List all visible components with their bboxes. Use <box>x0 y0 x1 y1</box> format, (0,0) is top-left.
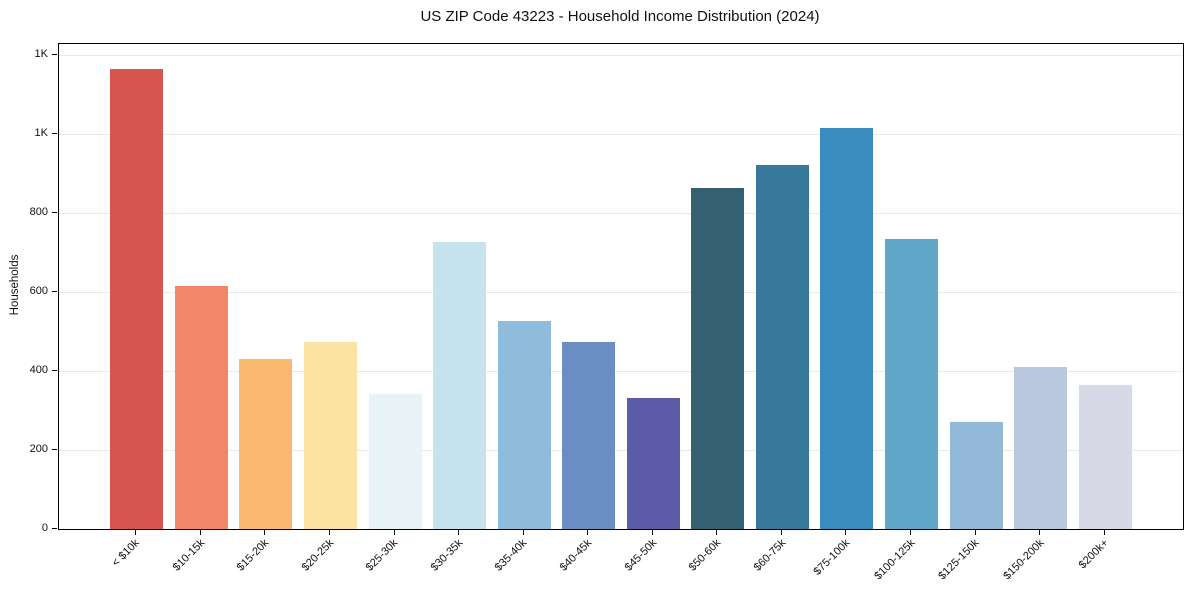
gridline <box>59 291 1183 293</box>
x-tick-mark <box>393 529 395 535</box>
x-tick-label: < $10k <box>110 537 143 570</box>
gridline <box>59 370 1183 372</box>
y-tick-label: 600 <box>29 285 48 298</box>
x-tick-mark <box>651 529 653 535</box>
gridline <box>59 133 1183 135</box>
x-tick-label: $200k+ <box>1076 537 1111 572</box>
x-tick-label: $40-45k <box>557 537 595 574</box>
y-tick-mark <box>52 527 57 529</box>
bar-50-60k <box>691 188 745 529</box>
y-tick-mark <box>52 290 57 292</box>
gridline <box>59 54 1183 56</box>
bar-150-200k <box>1014 367 1068 529</box>
x-tick-label: $35-40k <box>493 537 530 574</box>
bar-40-45k <box>562 341 616 529</box>
x-tick-mark <box>1103 529 1105 535</box>
x-tick-mark <box>199 529 201 535</box>
x-tick-mark <box>974 529 976 535</box>
x-tick-label: $20-25k <box>299 537 336 574</box>
chart-title: US ZIP Code 43223 - Household Income Dis… <box>420 8 820 25</box>
y-tick-mark <box>52 369 57 371</box>
bar-15-20k <box>239 358 293 529</box>
bar-35-40k <box>497 320 551 529</box>
bar-10-15k <box>174 286 228 529</box>
plot-area <box>58 43 1184 530</box>
y-tick-mark <box>52 448 57 450</box>
x-tick-mark <box>780 529 782 535</box>
x-tick-label: $100-125k <box>871 537 918 583</box>
bar-10k <box>110 69 164 529</box>
x-tick-mark <box>587 529 589 535</box>
x-tick-label: $30-35k <box>428 537 466 574</box>
y-tick-label: 0 <box>41 522 48 534</box>
x-tick-label: $15-20k <box>234 537 272 574</box>
bar-60-75k <box>755 164 809 529</box>
bar-75-100k <box>820 128 874 529</box>
y-tick-label: 200 <box>29 443 48 456</box>
bar-20-25k <box>303 342 357 529</box>
x-tick-mark <box>328 529 330 535</box>
x-tick-label: $10-15k <box>170 537 207 574</box>
gridline <box>59 212 1183 214</box>
bar-45-50k <box>626 397 680 529</box>
x-tick-mark <box>264 529 266 535</box>
y-tick-label: 400 <box>29 364 48 377</box>
x-tick-mark <box>522 529 524 535</box>
gridline <box>59 449 1183 451</box>
y-tick-label: 1K <box>34 48 48 61</box>
x-tick-mark <box>458 529 460 535</box>
bar-25-30k <box>368 394 422 529</box>
y-tick-mark <box>52 53 57 55</box>
bar-200k <box>1078 384 1132 529</box>
x-tick-mark <box>910 529 912 535</box>
x-tick-label: $150-200k <box>1000 537 1047 583</box>
x-tick-label: $50-60k <box>686 537 724 574</box>
x-tick-label: $125-150k <box>936 537 982 583</box>
y-tick-label: 800 <box>29 206 48 219</box>
x-tick-mark <box>135 529 137 535</box>
x-tick-label: $60-75k <box>751 537 788 574</box>
x-tick-mark <box>716 529 718 535</box>
x-tick-mark <box>1039 529 1041 535</box>
y-tick-mark <box>52 211 57 213</box>
x-tick-mark <box>845 529 847 535</box>
bar-125-150k <box>949 422 1003 529</box>
bar-30-35k <box>433 241 487 529</box>
x-tick-label: $75-100k <box>811 537 853 578</box>
x-tick-label: $25-30k <box>363 537 401 574</box>
y-tick-label: 1K <box>34 127 48 140</box>
x-tick-label: $45-50k <box>622 537 659 574</box>
bar-100-125k <box>885 239 939 529</box>
y-tick-mark <box>52 132 57 134</box>
